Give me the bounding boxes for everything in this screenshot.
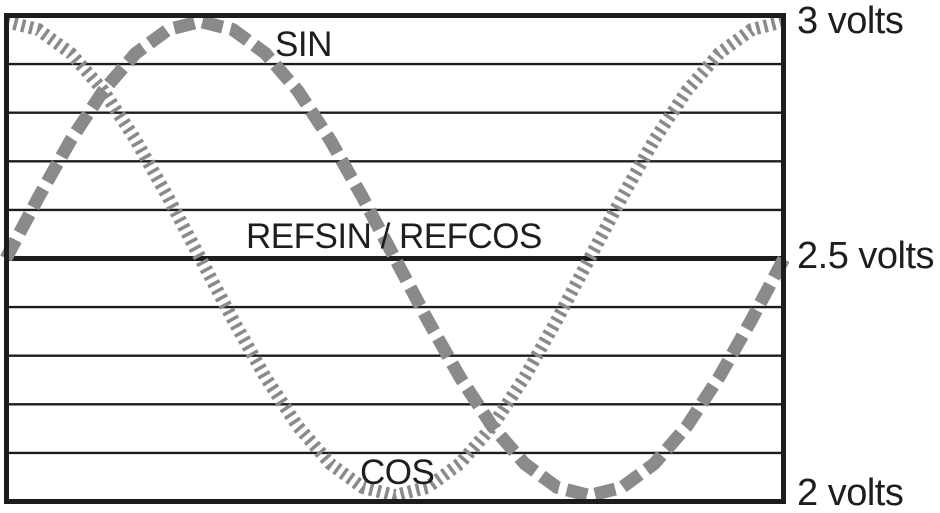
- reference-line-label: REFSIN / REFCOS: [246, 217, 542, 256]
- sin-waveform: [0, 14, 790, 503]
- cos-waveform: [4, 15, 786, 503]
- plot-frame: [4, 13, 786, 504]
- cos-curve-label: COS: [360, 453, 435, 492]
- y-tick-label-2-volts: 2 volts: [797, 472, 904, 513]
- sin-curve-label: SIN: [275, 25, 332, 64]
- y-tick-label-3-volts: 3 volts: [797, 0, 904, 42]
- y-tick-label-2-5-volts: 2.5 volts: [797, 235, 935, 277]
